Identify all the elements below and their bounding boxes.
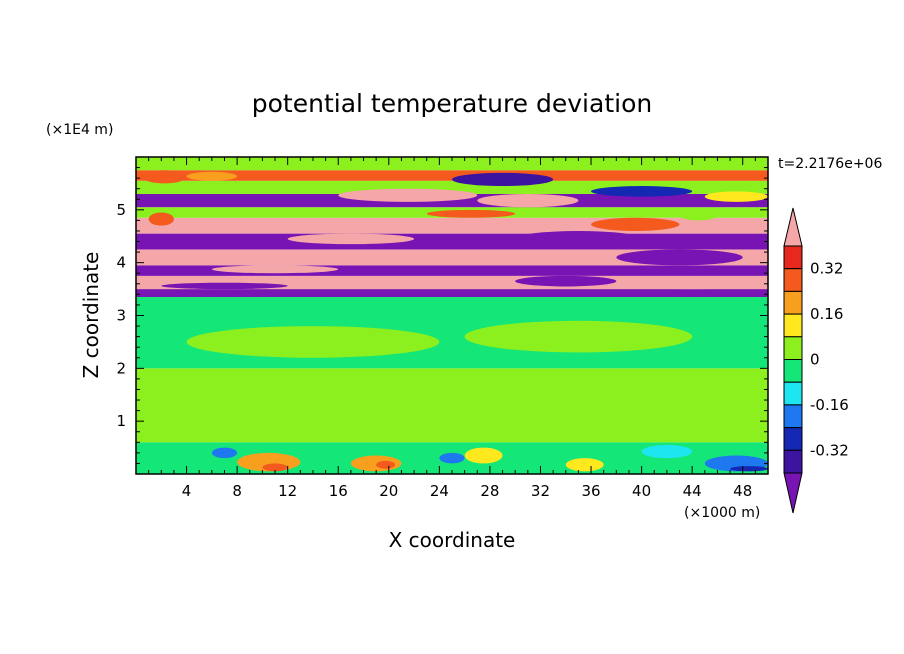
colorbar-bin-2 [783, 268, 803, 292]
colorbar-bin-9 [783, 427, 803, 451]
x-axis-ticks: 4 8 12 16 20 24 28 32 36 40 44 48 [148, 157, 756, 500]
contour-blob-5 [591, 186, 693, 197]
contour-blob-7 [148, 212, 174, 226]
contour-blob-10 [679, 209, 718, 221]
colorbar-top-arrow [783, 207, 803, 247]
y-tick-label-0: 1 [116, 412, 126, 430]
y-axis-ticks: 1 2 3 4 5 [116, 167, 768, 464]
x-tick-label-11: 48 [733, 482, 752, 500]
colorbar-label-2: 0 [810, 351, 820, 369]
x-tick-label-8: 36 [581, 482, 600, 500]
contour-blob-4 [477, 193, 579, 208]
contour-blob-12 [287, 233, 415, 245]
colorbar-bin-5 [783, 336, 803, 360]
y-tick-label-3: 4 [116, 254, 126, 272]
x-tick-label-10: 44 [683, 482, 702, 500]
time-label: t=2.2176e+06 [778, 156, 882, 172]
contour-blob-30 [730, 466, 768, 472]
contour-blob-13 [616, 249, 743, 266]
colorbar-bin-4 [783, 313, 803, 338]
colorbar-bin-8 [783, 404, 803, 429]
contour-blob-17 [161, 282, 288, 290]
contour-blob-8 [426, 209, 516, 218]
contour-blob-27 [439, 452, 465, 464]
colorbar-label-1: 0.16 [810, 305, 843, 323]
colorbar-label-4: -0.32 [810, 441, 849, 459]
contour-band-13 [136, 157, 768, 171]
x-tick-label-9: 40 [632, 482, 651, 500]
colorbar: 0.32 0.16 0 -0.16 -0.32 [783, 207, 849, 514]
contour-blob-16 [616, 278, 768, 290]
y-unit-label: (×1E4 m) [46, 122, 113, 138]
contour-blob-2 [452, 172, 554, 187]
x-tick-label-2: 12 [278, 482, 297, 500]
x-tick-label-4: 20 [379, 482, 398, 500]
y-tick-label-2: 3 [116, 307, 126, 325]
contour-blob-24 [464, 447, 503, 464]
y-axis-label: Z coordinate [79, 252, 103, 379]
x-axis-label: X coordinate [389, 528, 516, 552]
colorbar-label-3: -0.16 [810, 396, 849, 414]
contour-band-1 [136, 368, 768, 443]
contour-blob-26 [211, 447, 238, 459]
colorbar-bin-6 [783, 359, 803, 383]
contour-blob-14 [211, 265, 339, 274]
contour-blob-28 [641, 444, 693, 459]
y-tick-label-4: 5 [116, 201, 126, 219]
x-tick-label-5: 24 [430, 482, 449, 500]
x-tick-label-1: 8 [232, 482, 242, 500]
contour-band-10 [136, 193, 768, 208]
colorbar-bin-10 [783, 449, 803, 474]
contour-blob-25 [565, 458, 604, 472]
contour-blob-23 [376, 460, 396, 469]
contour-blob-0 [142, 170, 187, 184]
contour-band-7 [136, 233, 768, 250]
contour-blob-15 [515, 275, 617, 287]
contour-band-5 [136, 265, 768, 276]
x-tick-label-0: 4 [182, 482, 192, 500]
contour-band-6 [136, 249, 768, 266]
x-unit-label: (×1000 m) [684, 505, 760, 521]
contour-blob-3 [338, 188, 478, 202]
chart-title: potential temperature deviation [252, 89, 652, 118]
colorbar-bottom-arrow [783, 472, 803, 514]
colorbar-bin-1 [783, 245, 803, 270]
colorbar-bin-7 [783, 381, 803, 406]
x-tick-label-7: 32 [531, 482, 550, 500]
contour-blob-18 [186, 326, 440, 358]
colorbar-bin-3 [783, 290, 803, 315]
contour-blob-6 [704, 191, 768, 202]
contour-blob-1 [186, 171, 238, 181]
contour-blob-19 [464, 320, 693, 353]
colorbar-label-0: 0.32 [810, 260, 843, 278]
contour-band-3 [136, 289, 768, 298]
x-tick-label-6: 28 [480, 482, 499, 500]
contour-band-12 [136, 170, 768, 181]
x-tick-label-3: 16 [329, 482, 348, 500]
y-tick-label-1: 2 [116, 359, 126, 377]
contour-blob-11 [515, 230, 642, 247]
contour-blob-21 [262, 463, 288, 472]
plot-area [136, 157, 768, 474]
contour-blob-9 [591, 217, 680, 231]
